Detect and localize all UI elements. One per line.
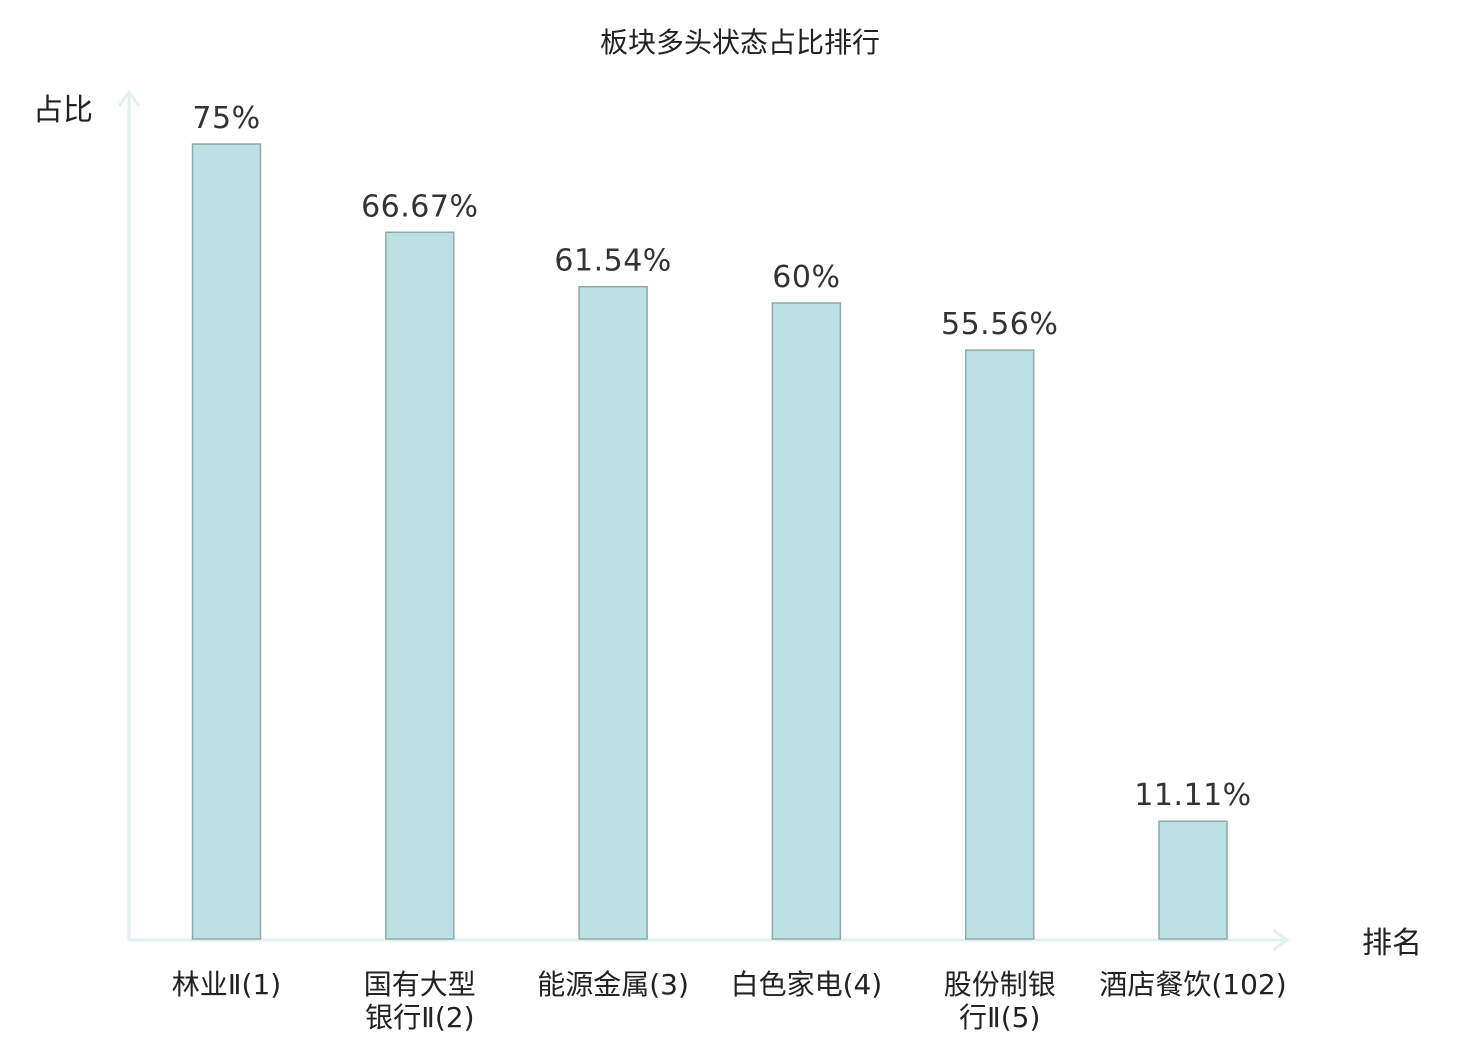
bar [1158, 820, 1228, 940]
bar [191, 143, 262, 940]
data-label: 75% [192, 101, 260, 136]
bar-series [191, 143, 1228, 940]
x-tick-label: 银行Ⅱ(2) [365, 1001, 474, 1034]
y-axis-arrow-icon [117, 89, 141, 107]
y-axis [117, 89, 141, 940]
x-axis [129, 928, 1290, 952]
data-label: 60% [772, 260, 840, 295]
data-label: 11.11% [1134, 778, 1251, 813]
bar [385, 231, 455, 940]
data-label: 66.67% [361, 189, 478, 224]
x-tick-label: 能源金属(3) [537, 968, 689, 1001]
data-label: 61.54% [554, 244, 671, 279]
bar [771, 302, 842, 940]
x-tick-label: 行Ⅱ(5) [959, 1001, 1040, 1034]
y-axis-title: 占比 [33, 93, 93, 128]
bar [964, 349, 1035, 940]
x-tick-label: 国有大型 [364, 968, 476, 1001]
x-axis-title: 排名 [1362, 926, 1422, 961]
bar [578, 285, 648, 940]
chart-title: 板块多头状态占比排行 [600, 26, 880, 59]
data-labels: 75% 66.67% 61.54% 60% 55.56% 11.11% [192, 101, 1251, 813]
x-axis-arrow-icon [1272, 928, 1290, 952]
x-tick-label: 股份制银 [944, 968, 1056, 1001]
data-label: 55.56% [941, 307, 1058, 342]
x-tick-label: 酒店餐饮(102) [1099, 968, 1286, 1001]
x-tick-label: 林业Ⅱ(1) [172, 968, 281, 1001]
x-tick-label: 白色家电(4) [731, 968, 883, 1001]
